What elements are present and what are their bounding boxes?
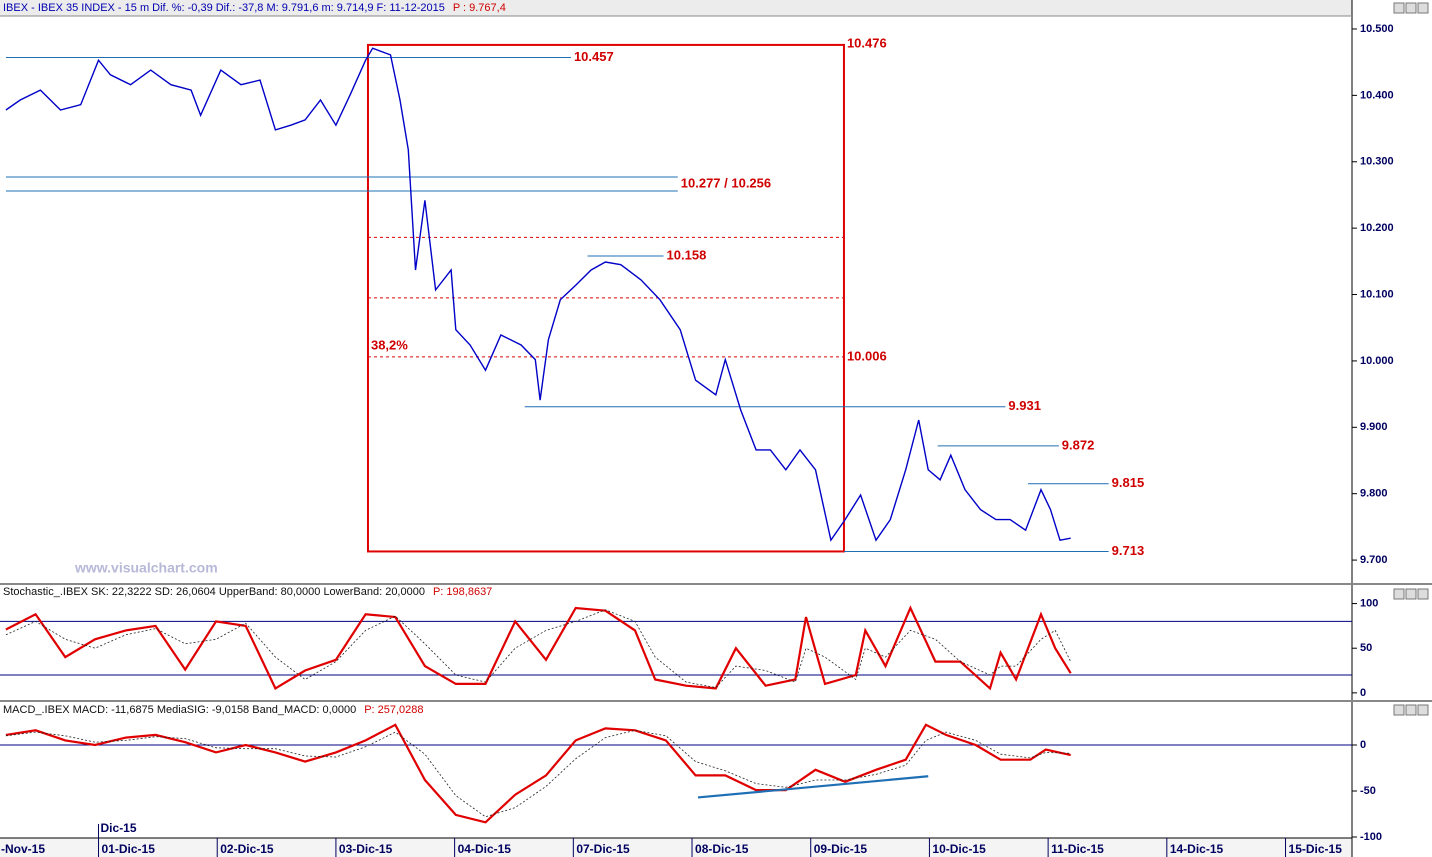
indicator-line	[5, 729, 1071, 818]
header-bar	[0, 0, 1352, 16]
indicator-line	[5, 605, 1072, 691]
x-tick-label: 11-Dic-15	[1051, 842, 1104, 856]
y-tick-label: 10.100	[1360, 288, 1394, 300]
x-tick-label: 15-Dic-15	[1289, 842, 1343, 856]
x-tick-label: 02-Dic-15	[220, 842, 274, 856]
level-label: 10.457	[574, 49, 614, 64]
x-tick-label: 03-Dic-15	[339, 842, 393, 856]
y-tick-label: 9.800	[1360, 488, 1388, 500]
y-tick-label: -50	[1360, 785, 1376, 797]
y-tick-label: 0	[1360, 687, 1366, 699]
price-line	[5, 47, 1071, 542]
level-label: 10.277 / 10.256	[681, 175, 771, 190]
x-tick-label: 14-Dic-15	[1170, 842, 1224, 856]
indicator-line	[5, 609, 1072, 688]
y-tick-label: 0	[1360, 739, 1366, 751]
level-note: 38,2%	[371, 337, 408, 352]
x-tick-label: 09-Dic-15	[814, 842, 868, 856]
trend-line	[697, 775, 929, 799]
y-tick-label: 10.300	[1360, 156, 1394, 168]
level-label: 9.872	[1062, 437, 1095, 452]
y-tick-label: 50	[1360, 642, 1372, 654]
maximize-button[interactable]	[1405, 704, 1417, 716]
watermark: www.visualchart.com	[74, 560, 218, 576]
y-tick-label: 9.900	[1360, 421, 1388, 433]
maximize-button[interactable]	[1405, 2, 1417, 14]
x-tick-label: 07-Dic-15	[576, 842, 630, 856]
level-label: 10.476	[847, 35, 887, 50]
y-tick-label: 9.700	[1360, 554, 1388, 566]
header-text: IBEX - IBEX 35 INDEX - 15 m Dif. %: -0,3…	[3, 2, 445, 14]
x-tick-label: 01-Dic-15	[102, 842, 156, 856]
minimize-button[interactable]	[1393, 588, 1405, 600]
indicator-line	[5, 723, 1071, 824]
minimize-button[interactable]	[1393, 2, 1405, 14]
minimize-button[interactable]	[1393, 704, 1405, 716]
y-tick-label: 100	[1360, 597, 1378, 609]
x-tick-label: 04-Dic-15	[458, 842, 512, 856]
header-close: P : 9.767,4	[453, 2, 506, 14]
time-axis-area	[0, 838, 1352, 857]
x-tick-label: 10-Dic-15	[932, 842, 986, 856]
y-tick-label: 10.000	[1360, 355, 1394, 367]
y-tick-label: 10.400	[1360, 89, 1394, 101]
level-label: 9.931	[1008, 398, 1041, 413]
level-label: 9.713	[1112, 543, 1145, 558]
level-label: 10.158	[667, 247, 707, 262]
indicator-title: MACD_.IBEX MACD: -11,6875 MediaSIG: -9,0…	[3, 704, 356, 716]
close-button[interactable]	[1417, 2, 1429, 14]
indicator-close: P: 198,8637	[433, 586, 492, 598]
level-label: 10.006	[847, 348, 887, 363]
indicator-close: P: 257,0288	[364, 704, 423, 716]
y-tick-label: -100	[1360, 831, 1382, 843]
level-label: 9.815	[1112, 475, 1145, 490]
y-tick-label: 10.200	[1360, 222, 1394, 234]
window-buttons	[1393, 2, 1429, 716]
close-button[interactable]	[1417, 588, 1429, 600]
indicator-title: Stochastic_.IBEX SK: 22,3222 SD: 26,0604…	[3, 586, 425, 598]
y-tick-label: 10.500	[1360, 23, 1394, 35]
period-label: Dic-15	[101, 821, 137, 835]
maximize-button[interactable]	[1405, 588, 1417, 600]
close-button[interactable]	[1417, 704, 1429, 716]
x-tick-label: 08-Dic-15	[695, 842, 749, 856]
x-tick-label: -Nov-15	[1, 842, 45, 856]
